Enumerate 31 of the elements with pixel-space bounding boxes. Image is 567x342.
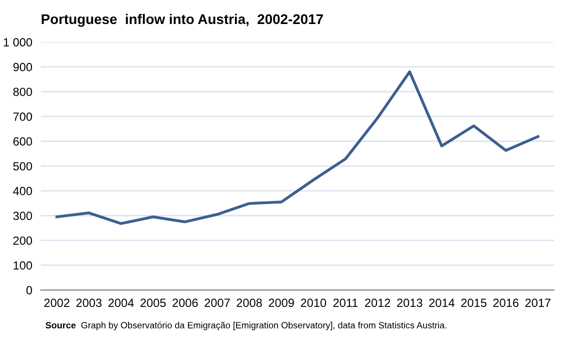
y-tick-label: 100: [14, 261, 32, 270]
x-tick-label: 2006: [172, 298, 198, 308]
x-tick-label: 2008: [236, 298, 262, 308]
x-tick-label: 2003: [76, 298, 102, 308]
line-series: [55, 70, 540, 225]
y-tick-label: 1 000: [4, 38, 32, 46]
y-tick-label: 400: [13, 186, 32, 196]
y-tick-label: 800: [13, 88, 32, 96]
x-tick-label: 2007: [204, 298, 230, 308]
x-tick-label: 2002: [44, 298, 70, 308]
x-tick-label: 2011: [333, 298, 358, 308]
x-tick-label: 2009: [268, 298, 294, 308]
x-tick-label: 2004: [108, 298, 134, 308]
x-tick-label: 2016: [493, 298, 518, 308]
y-tick-label: 700: [13, 112, 32, 121]
x-tick-label: 2005: [140, 298, 166, 308]
x-tick-label: 2017: [525, 298, 550, 308]
x-tick-label: 2013: [397, 298, 422, 308]
y-tick-label: 600: [13, 137, 32, 146]
y-tick-label: 900: [13, 62, 32, 72]
x-tick-label: 2010: [300, 298, 326, 308]
y-tick-label: 0: [26, 286, 32, 294]
chart-title: Portuguese inflow into Austria, 2002-2017: [42, 14, 323, 27]
text: Source: [46, 322, 76, 328]
x-tick-label: 2012: [365, 298, 390, 308]
y-tick-label: 200: [13, 236, 32, 245]
y-tick-label: 500: [13, 162, 32, 170]
x-tick-label: 2015: [461, 298, 486, 308]
x-tick-label: 2014: [429, 298, 454, 308]
y-tick-label: 300: [13, 212, 32, 220]
text: Graph by Observatório da Emigração [Emigration Observatory], data from Statistics Austria.: [81, 322, 446, 330]
